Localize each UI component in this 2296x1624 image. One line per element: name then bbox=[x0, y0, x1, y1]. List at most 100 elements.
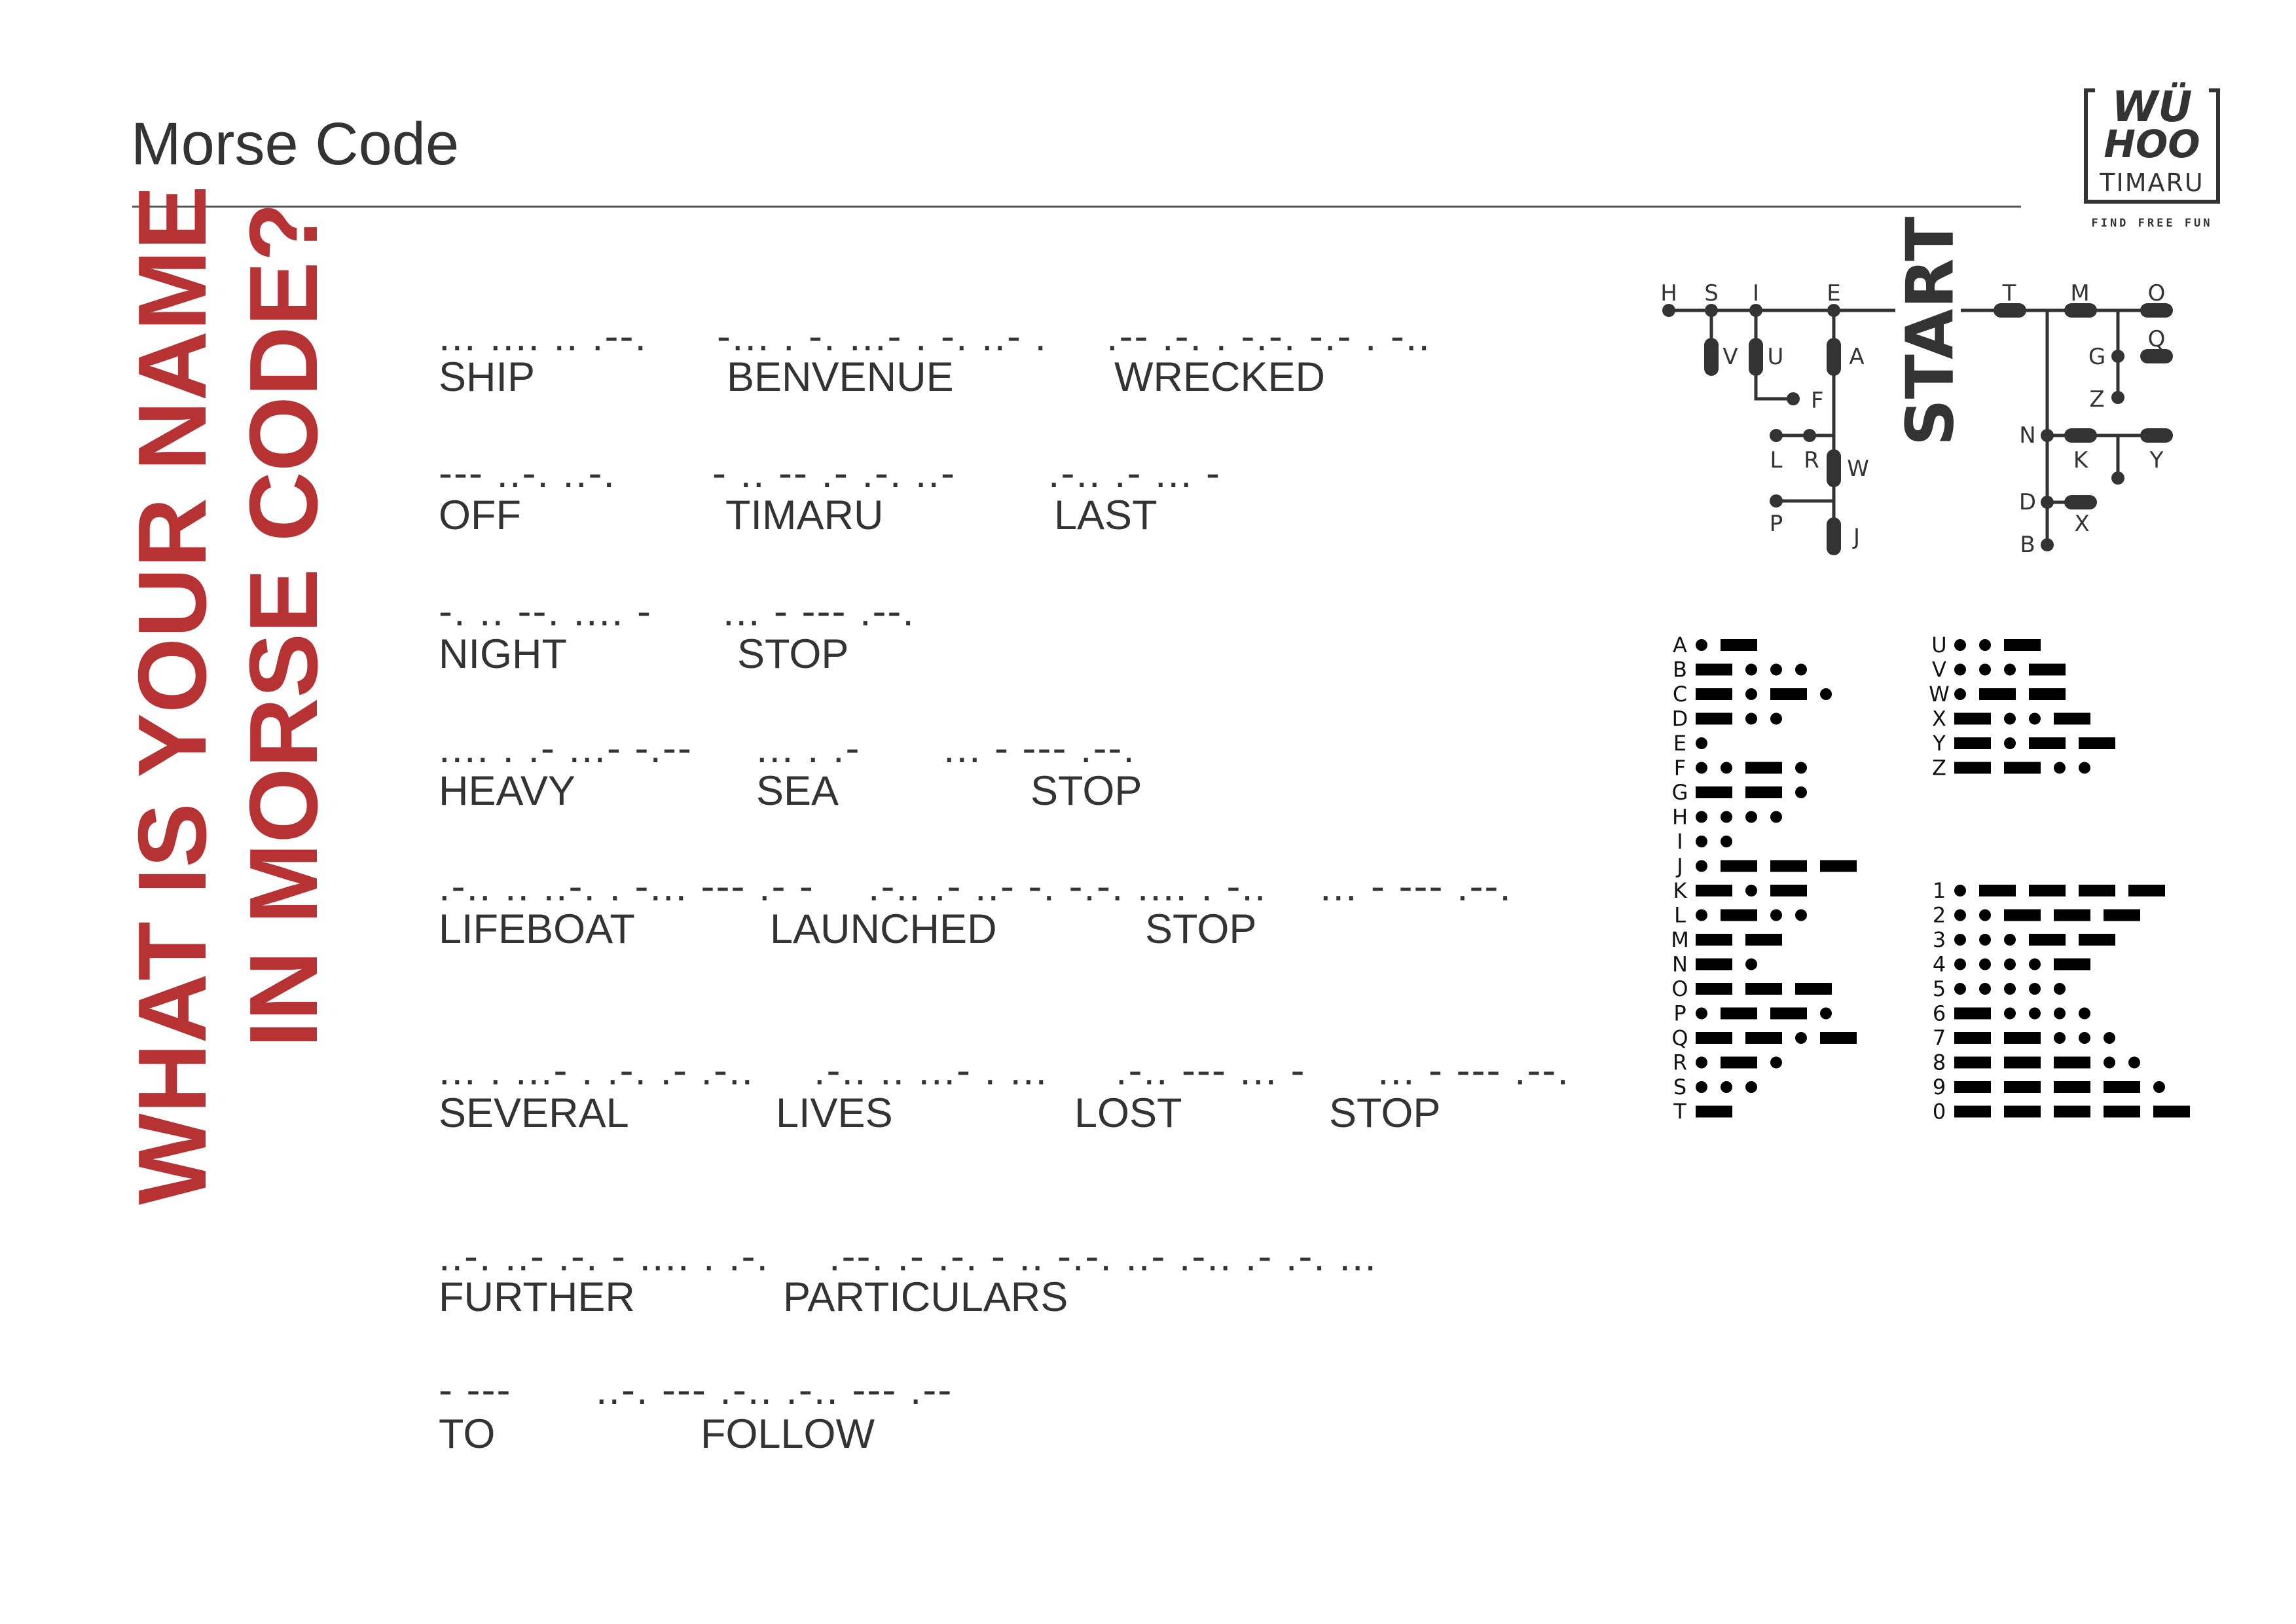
dash-mark bbox=[2054, 909, 2090, 921]
dot-mark bbox=[1954, 983, 1966, 995]
chart-label: 1 bbox=[1933, 878, 1946, 903]
dash-mark bbox=[2004, 909, 2041, 921]
dot-mark bbox=[1954, 885, 1966, 896]
dot-mark bbox=[1954, 663, 1966, 676]
dot-mark bbox=[2079, 762, 2090, 774]
chart-label: A bbox=[1673, 633, 1687, 657]
chart-row-K: K bbox=[1673, 878, 1807, 903]
tree-label: P bbox=[1770, 511, 1783, 537]
decoded-word: SHIP bbox=[439, 354, 536, 400]
dash-mark bbox=[2004, 1081, 2041, 1093]
tree-label: N bbox=[2019, 422, 2035, 449]
dash-mark bbox=[2054, 1081, 2090, 1093]
dash-mark bbox=[1696, 1105, 1732, 1118]
dot-mark bbox=[1721, 836, 1732, 847]
dot-mark bbox=[1745, 1081, 1757, 1093]
chart-label: S bbox=[1673, 1075, 1686, 1099]
dot-mark bbox=[1979, 909, 1991, 921]
dash-mark bbox=[1820, 1032, 1857, 1044]
dash-mark bbox=[1696, 934, 1732, 946]
chart-row-3: 3 bbox=[1933, 927, 2115, 952]
morse-text: ... .... .. .--. bbox=[439, 314, 648, 360]
dot-mark bbox=[2004, 737, 2016, 749]
dash-mark bbox=[1954, 1105, 1991, 1118]
decoded-word: BENVENUE bbox=[727, 354, 954, 400]
tree-label: Q bbox=[2148, 326, 2166, 352]
chart-label: N bbox=[1672, 952, 1688, 977]
chart-row-C: C bbox=[1673, 682, 1832, 707]
chart-row-H: H bbox=[1672, 805, 1782, 830]
tree-dots bbox=[1662, 304, 2124, 551]
dot-mark bbox=[2054, 1007, 2066, 1020]
decoded-word: WRECKED bbox=[1114, 354, 1326, 400]
chart-row-Q: Q bbox=[1671, 1025, 1857, 1050]
dot-mark bbox=[2054, 762, 2066, 774]
dash-mark bbox=[1770, 688, 1807, 700]
decoded-word: SEVERAL bbox=[439, 1090, 629, 1136]
chart-label: L bbox=[1674, 903, 1686, 928]
tree-label: D bbox=[2019, 489, 2036, 515]
dot-mark bbox=[2004, 958, 2016, 970]
dot-mark bbox=[1820, 1007, 1832, 1020]
tree-label: A bbox=[1849, 344, 1864, 370]
morse-text: ... - --- .--. bbox=[723, 589, 915, 635]
chart-label: P bbox=[1673, 1001, 1686, 1026]
dash-mark bbox=[1745, 934, 1782, 946]
chart-row-I: I bbox=[1677, 829, 1732, 854]
dash-mark bbox=[2054, 1105, 2090, 1118]
chart-label: W bbox=[1929, 682, 1950, 707]
chart-label: 6 bbox=[1933, 1001, 1946, 1026]
chart-row-J: J bbox=[1675, 854, 1857, 879]
chart-row-U: U bbox=[1931, 633, 2041, 657]
chart-label: D bbox=[1672, 707, 1688, 731]
chart-row-M: M bbox=[1671, 927, 1782, 952]
dash-mark bbox=[1954, 1081, 1991, 1093]
chart-row-5: 5 bbox=[1933, 976, 2066, 1001]
dot-mark bbox=[2004, 983, 2016, 995]
dot-mark bbox=[1954, 958, 1966, 970]
dash-mark bbox=[2104, 1081, 2140, 1093]
tree-label: B bbox=[2020, 532, 2035, 558]
chart-label: M bbox=[1671, 927, 1689, 952]
decoded-word: STOP bbox=[1145, 906, 1257, 952]
chart-row-E: E bbox=[1673, 731, 1707, 756]
chart-row-P: P bbox=[1673, 1001, 1832, 1026]
chart-label: F bbox=[1674, 756, 1686, 781]
tree-label: U bbox=[1768, 344, 1784, 370]
chart-label: E bbox=[1673, 731, 1686, 756]
dash-mark bbox=[1696, 786, 1732, 798]
chart-row-7: 7 bbox=[1933, 1025, 2115, 1050]
dot-mark bbox=[1696, 762, 1707, 774]
dot-mark bbox=[2153, 1081, 2165, 1093]
tree-label: O bbox=[2148, 280, 2166, 306]
morse-text: .... . .- ...- -.-- bbox=[439, 726, 693, 771]
decoded-word: PARTICULARS bbox=[783, 1274, 1068, 1320]
decoded-word: OFF bbox=[439, 492, 521, 538]
decoded-word: FURTHER bbox=[439, 1274, 635, 1320]
chart-label: 8 bbox=[1933, 1050, 1946, 1075]
dash-mark bbox=[1745, 1032, 1782, 1044]
dot-mark bbox=[1954, 934, 1966, 946]
morse-text: .-- .-. . -.-. -.- . -.. bbox=[1106, 314, 1431, 360]
dash-mark bbox=[2004, 639, 2041, 651]
dot-mark bbox=[1745, 688, 1757, 700]
dash-mark bbox=[1696, 712, 1732, 725]
tree-label: X bbox=[2074, 511, 2089, 537]
tree-label: H bbox=[1660, 280, 1677, 306]
dot-mark bbox=[2029, 1007, 2041, 1020]
chart-row-Y: Y bbox=[1932, 731, 2115, 756]
chart-row-A: A bbox=[1673, 633, 1757, 657]
dot-mark bbox=[1954, 639, 1966, 651]
tree-label: M bbox=[2070, 280, 2089, 306]
chart-label: J bbox=[1675, 854, 1683, 879]
morse-text: .-.. .. ..-. . -... --- .- - bbox=[439, 864, 814, 910]
chart-label: V bbox=[1932, 657, 1946, 682]
morse-text: ..-. ..- .-. - .... . .-. bbox=[439, 1234, 769, 1280]
tree-label: E bbox=[1827, 280, 1840, 306]
morse-text: .--. .- .-. - .. -.-. ..- .-.. .- .-. ..… bbox=[829, 1234, 1377, 1280]
dot-mark bbox=[2104, 1056, 2115, 1069]
dash-mark bbox=[1770, 860, 1807, 872]
dot-mark bbox=[1721, 1081, 1732, 1093]
chart-row-9: 9 bbox=[1933, 1075, 2165, 1099]
dot-mark bbox=[1979, 983, 1991, 995]
